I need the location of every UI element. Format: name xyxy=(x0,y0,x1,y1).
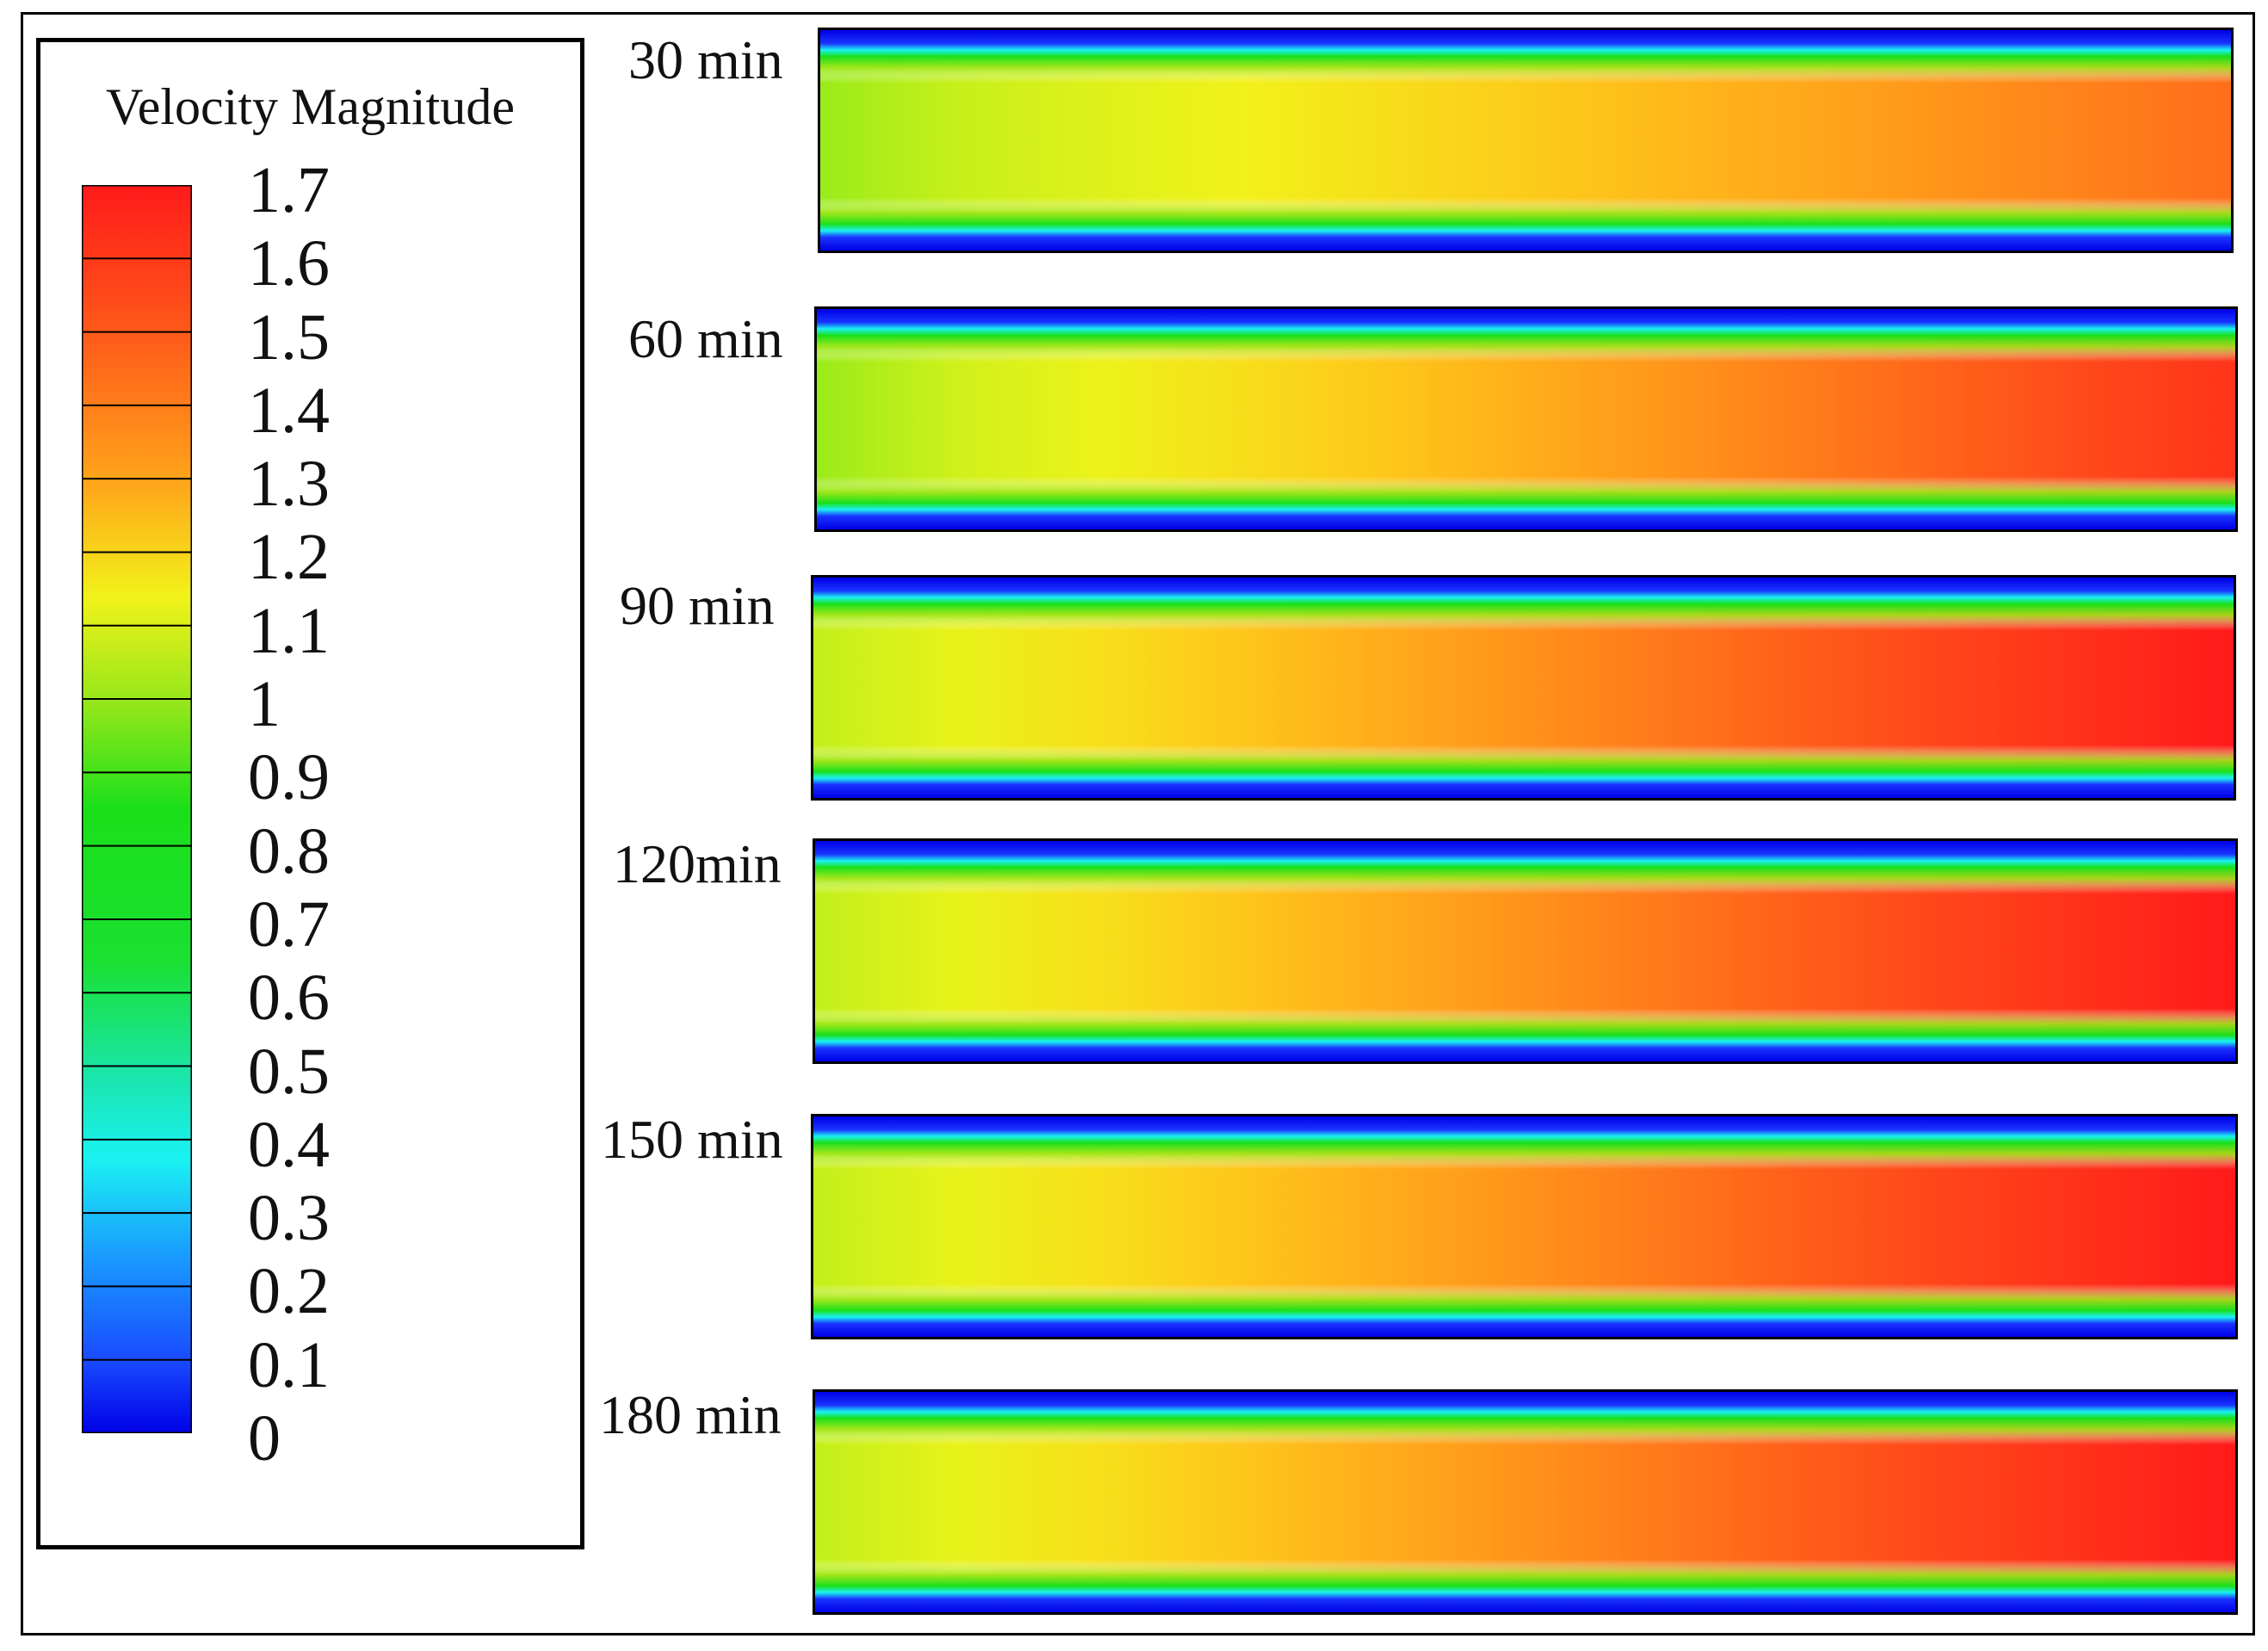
panel-label: 180 min xyxy=(599,1384,782,1445)
panel-label: 30 min xyxy=(628,29,783,90)
colorbar-tick-label: 0.2 xyxy=(248,1255,330,1328)
colorbar-tick-label: 0.3 xyxy=(248,1182,330,1255)
velocity-boundary-layer xyxy=(813,1116,2235,1337)
velocity-contour-panel xyxy=(813,838,2238,1064)
colorbar-tick-label: 1.7 xyxy=(248,154,330,226)
colorbar-tick-label: 1.2 xyxy=(248,521,330,594)
colorbar-tick-label: 1.6 xyxy=(248,227,330,300)
colorbar-tick-label: 0.4 xyxy=(248,1108,330,1181)
colorbar-tick-label: 0.7 xyxy=(248,887,330,961)
colorbar-tick-label: 0.9 xyxy=(248,741,330,814)
velocity-boundary-layer xyxy=(817,309,2235,529)
velocity-contour-panel xyxy=(811,1114,2238,1339)
colorbar-tick-label: 0.8 xyxy=(248,814,330,887)
colorbar-tick-label: 1.3 xyxy=(248,448,330,521)
legend-title: Velocity Magnitude xyxy=(106,78,515,135)
panel-label: 150 min xyxy=(601,1109,783,1170)
colorbar-tick-label: 1 xyxy=(248,668,281,741)
velocity-boundary-layer xyxy=(820,30,2231,250)
velocity-boundary-layer xyxy=(815,841,2235,1061)
colorbar-tick-label: 0.1 xyxy=(248,1328,330,1401)
colorbar-tick-label: 0 xyxy=(248,1402,281,1475)
colorbar-tick-label: 0.6 xyxy=(248,962,330,1035)
colorbar-tick-label: 1.5 xyxy=(248,300,330,374)
velocity-contour-panel xyxy=(811,575,2236,801)
velocity-contour-panel xyxy=(818,28,2234,253)
colorbar xyxy=(82,185,192,1433)
velocity-contour-panel xyxy=(813,1389,2238,1615)
velocity-boundary-layer xyxy=(813,578,2234,798)
velocity-boundary-layer xyxy=(815,1392,2235,1612)
colorbar-tick-label: 0.5 xyxy=(248,1035,330,1108)
velocity-contour-panel xyxy=(814,306,2238,532)
colorbar-tick-label: 1.1 xyxy=(248,594,330,667)
panel-label: 60 min xyxy=(628,308,783,369)
panel-label: 90 min xyxy=(620,575,775,636)
colorbar-tick-label: 1.4 xyxy=(248,374,330,447)
panel-label: 120min xyxy=(613,833,782,894)
